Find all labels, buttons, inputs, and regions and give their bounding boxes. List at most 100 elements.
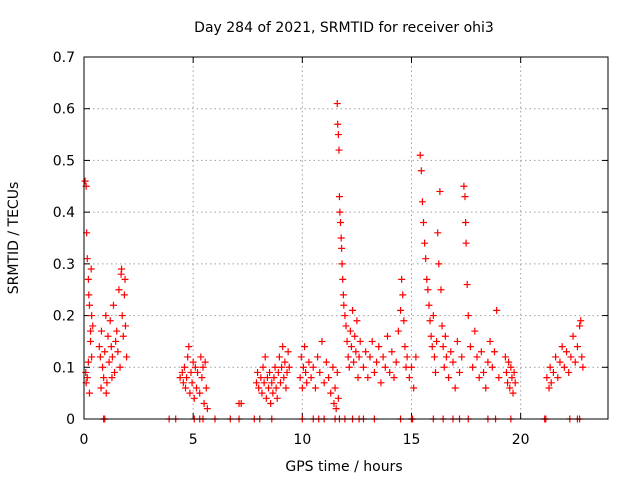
data-point-marker bbox=[545, 384, 553, 392]
data-point-marker bbox=[460, 182, 468, 190]
data-point-marker bbox=[505, 358, 513, 366]
data-point-marker bbox=[282, 384, 290, 392]
data-point-marker bbox=[509, 389, 517, 397]
data-point-marker bbox=[281, 358, 289, 366]
x-axis-label: GPS time / hours bbox=[285, 459, 402, 475]
data-point-marker bbox=[111, 368, 119, 376]
data-point-marker bbox=[278, 363, 286, 371]
data-point-marker bbox=[97, 327, 105, 335]
data-point-marker bbox=[373, 358, 381, 366]
data-point-marker bbox=[88, 312, 96, 320]
data-point-marker bbox=[337, 218, 345, 226]
data-point-marker bbox=[85, 291, 93, 299]
data-point-marker bbox=[335, 146, 343, 154]
data-point-marker bbox=[303, 379, 311, 387]
data-point-marker bbox=[108, 374, 116, 382]
data-point-marker bbox=[362, 348, 370, 356]
data-point-marker bbox=[353, 317, 361, 325]
data-point-marker bbox=[84, 275, 92, 283]
data-point-marker bbox=[408, 363, 415, 371]
chart-title: Day 284 of 2021, SRMTID for receiver ohi… bbox=[194, 20, 494, 36]
data-point-marker bbox=[434, 229, 442, 237]
data-point-marker bbox=[381, 363, 389, 371]
y-tick-label: 0.5 bbox=[53, 153, 75, 169]
data-point-marker bbox=[112, 337, 120, 345]
data-point-marker bbox=[104, 332, 112, 340]
data-point-marker bbox=[334, 394, 342, 402]
data-point-marker bbox=[349, 306, 357, 314]
data-point-marker bbox=[274, 368, 282, 376]
data-point-marker bbox=[427, 332, 435, 340]
data-point-marker bbox=[410, 384, 418, 392]
data-point-marker bbox=[84, 358, 92, 366]
data-point-marker bbox=[190, 394, 198, 402]
data-point-marker bbox=[356, 337, 364, 345]
data-point-marker bbox=[426, 317, 434, 325]
y-tick-label: 0.7 bbox=[53, 50, 75, 66]
data-point-marker bbox=[85, 389, 93, 397]
data-point-marker bbox=[332, 405, 340, 413]
data-point-marker bbox=[261, 353, 269, 361]
data-point-marker bbox=[202, 384, 210, 392]
data-point-marker bbox=[493, 306, 501, 314]
data-point-marker bbox=[268, 379, 276, 387]
data-point-marker bbox=[260, 379, 268, 387]
data-point-marker bbox=[183, 374, 191, 382]
y-tick-label: 0 bbox=[66, 412, 75, 428]
data-point-marker bbox=[81, 177, 89, 185]
data-point-marker bbox=[383, 332, 391, 340]
data-point-marker bbox=[87, 337, 95, 345]
data-point-marker bbox=[194, 368, 202, 376]
data-point-marker bbox=[490, 348, 498, 356]
data-point-marker bbox=[543, 374, 551, 382]
data-point-marker bbox=[495, 374, 503, 382]
data-point-marker bbox=[449, 358, 457, 366]
data-point-marker bbox=[486, 337, 494, 345]
data-point-marker bbox=[305, 358, 313, 366]
data-point-marker bbox=[189, 358, 197, 366]
data-point-marker bbox=[285, 363, 293, 371]
data-point-marker bbox=[121, 322, 129, 330]
data-point-marker bbox=[458, 353, 466, 361]
data-point-marker bbox=[346, 327, 354, 335]
data-point-marker bbox=[102, 389, 110, 397]
data-point-marker bbox=[488, 363, 496, 371]
data-point-marker bbox=[436, 187, 444, 195]
y-tick-label: 0.4 bbox=[53, 205, 75, 221]
data-point-marker bbox=[397, 306, 405, 314]
data-point-marker bbox=[355, 353, 363, 361]
data-point-marker bbox=[447, 348, 455, 356]
data-point-marker bbox=[87, 265, 95, 273]
data-point-marker bbox=[549, 368, 557, 376]
data-point-marker bbox=[480, 368, 488, 376]
data-point-marker bbox=[301, 343, 309, 351]
data-point-marker bbox=[577, 317, 585, 325]
data-point-marker bbox=[441, 332, 449, 340]
data-point-marker bbox=[82, 368, 90, 376]
data-point-marker bbox=[320, 379, 328, 387]
data-point-marker bbox=[100, 374, 108, 382]
data-point-marker bbox=[279, 343, 287, 351]
data-point-marker bbox=[299, 363, 307, 371]
data-point-marker bbox=[554, 374, 562, 382]
data-point-marker bbox=[184, 353, 192, 361]
data-point-marker bbox=[270, 374, 278, 382]
data-point-marker bbox=[302, 368, 310, 376]
data-point-marker bbox=[482, 384, 490, 392]
data-point-marker bbox=[462, 218, 470, 226]
data-point-marker bbox=[336, 208, 344, 216]
y-tick-label: 0.6 bbox=[53, 102, 75, 118]
data-point-marker bbox=[103, 379, 111, 387]
data-point-marker bbox=[318, 337, 326, 345]
data-point-marker bbox=[451, 384, 459, 392]
data-point-marker bbox=[88, 353, 96, 361]
data-point-marker bbox=[578, 353, 586, 361]
data-point-marker bbox=[196, 389, 204, 397]
data-point-marker bbox=[504, 379, 512, 387]
data-point-marker bbox=[333, 368, 341, 376]
data-point-marker bbox=[563, 348, 571, 356]
data-point-marker bbox=[386, 368, 394, 376]
data-point-marker bbox=[113, 327, 121, 335]
data-point-marker bbox=[259, 363, 267, 371]
data-point-marker bbox=[390, 374, 398, 382]
